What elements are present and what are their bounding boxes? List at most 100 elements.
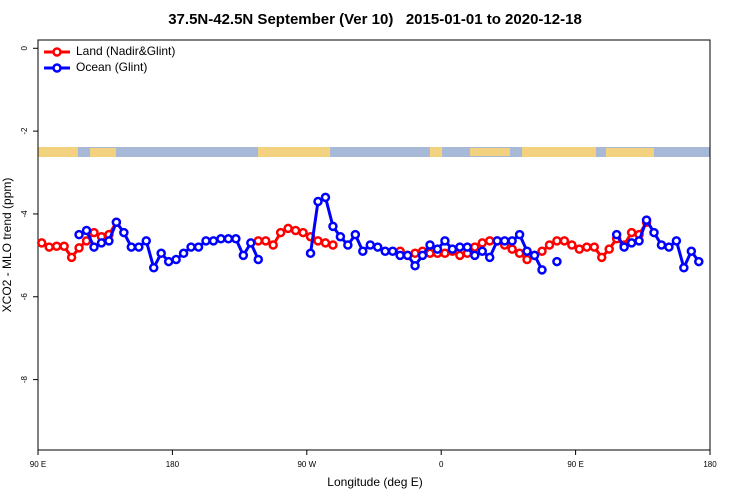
- data-point: [201, 236, 211, 246]
- data-point: [432, 244, 443, 254]
- data-point: [619, 242, 629, 252]
- data-point: [552, 256, 562, 267]
- data-point: [679, 263, 689, 273]
- data-point: [74, 243, 84, 253]
- data-point: [559, 236, 570, 246]
- y-tick-label: -6: [20, 293, 29, 301]
- data-point: [514, 248, 525, 259]
- data-point: [410, 260, 420, 271]
- data-point: [455, 242, 465, 252]
- data-point: [328, 240, 338, 250]
- data-point: [686, 246, 697, 256]
- series-line: [309, 195, 544, 271]
- data-point: [111, 217, 122, 227]
- data-point: [134, 242, 144, 252]
- data-point: [320, 192, 331, 203]
- data-point: [268, 240, 278, 250]
- data-point: [447, 244, 458, 254]
- data-point: [253, 254, 264, 265]
- data-point: [74, 229, 84, 240]
- y-tick-label: -4: [20, 210, 29, 218]
- x-tick-label: 0: [439, 460, 444, 469]
- y-tick-label: -8: [20, 375, 29, 383]
- data-point: [626, 238, 637, 248]
- data-point: [335, 231, 346, 242]
- data-point: [365, 240, 376, 250]
- data-point: [178, 248, 189, 259]
- data-point: [552, 236, 562, 246]
- data-point: [231, 234, 241, 244]
- data-point: [410, 248, 420, 259]
- data-point: [260, 236, 271, 246]
- data-point: [507, 236, 517, 246]
- data-point: [470, 250, 480, 261]
- data-point: [298, 227, 308, 238]
- data-point: [417, 250, 428, 261]
- data-point: [305, 248, 316, 259]
- data-point: [320, 238, 331, 248]
- data-point: [462, 242, 473, 252]
- data-point: [582, 242, 592, 252]
- data-point: [350, 229, 361, 240]
- x-axis-label: Longitude (deg E): [327, 475, 422, 489]
- data-point: [387, 246, 398, 256]
- data-point: [328, 221, 338, 232]
- data-point: [208, 236, 219, 246]
- data-point: [104, 236, 114, 246]
- legend-marker: [52, 63, 62, 73]
- data-point: [126, 242, 137, 252]
- data-point: [156, 248, 166, 259]
- data-point: [89, 242, 99, 252]
- data-point: [275, 227, 286, 238]
- data-point: [455, 250, 465, 261]
- data-point: [59, 241, 69, 251]
- series: [74, 192, 704, 275]
- data-point: [544, 240, 555, 250]
- data-point: [507, 244, 517, 254]
- data-point: [81, 225, 92, 236]
- data-point: [290, 225, 301, 236]
- y-tick-label: 0: [20, 46, 29, 51]
- data-point: [253, 236, 264, 246]
- data-point: [492, 236, 502, 246]
- data-point: [440, 248, 450, 259]
- y-tick-label: -2: [20, 127, 29, 135]
- data-point: [372, 242, 383, 252]
- data-point: [246, 238, 256, 248]
- data-point: [96, 238, 107, 248]
- data-point: [216, 234, 226, 244]
- data-point: [477, 238, 488, 248]
- chart-title: 37.5N-42.5N September (Ver 10) 2015-01-0…: [168, 11, 582, 28]
- x-tick-label: 180: [703, 460, 717, 469]
- data-point: [499, 236, 510, 246]
- data-point: [148, 263, 159, 273]
- data-point: [649, 227, 659, 238]
- data-point: [358, 246, 368, 256]
- data-point: [604, 244, 614, 254]
- data-point: [537, 246, 547, 256]
- data-point: [425, 240, 435, 250]
- data-point: [36, 238, 47, 248]
- data-point: [141, 236, 152, 246]
- data-point: [611, 229, 622, 240]
- map-strip: [38, 147, 710, 157]
- data-point: [470, 242, 480, 252]
- data-point: [477, 246, 488, 256]
- data-point: [596, 252, 607, 263]
- data-point: [402, 250, 413, 261]
- data-point: [522, 246, 532, 256]
- legend-label: Ocean (Glint): [76, 60, 147, 74]
- data-point: [567, 240, 577, 250]
- data-point: [283, 223, 293, 234]
- data-point: [589, 242, 600, 252]
- data-point: [395, 250, 405, 261]
- data-point: [626, 227, 637, 238]
- x-tick-label: 90 W: [297, 460, 316, 469]
- data-point: [380, 246, 390, 256]
- data-point: [343, 240, 353, 250]
- data-point: [671, 236, 682, 246]
- data-point: [656, 240, 667, 250]
- data-point: [529, 250, 540, 261]
- data-point: [574, 244, 585, 254]
